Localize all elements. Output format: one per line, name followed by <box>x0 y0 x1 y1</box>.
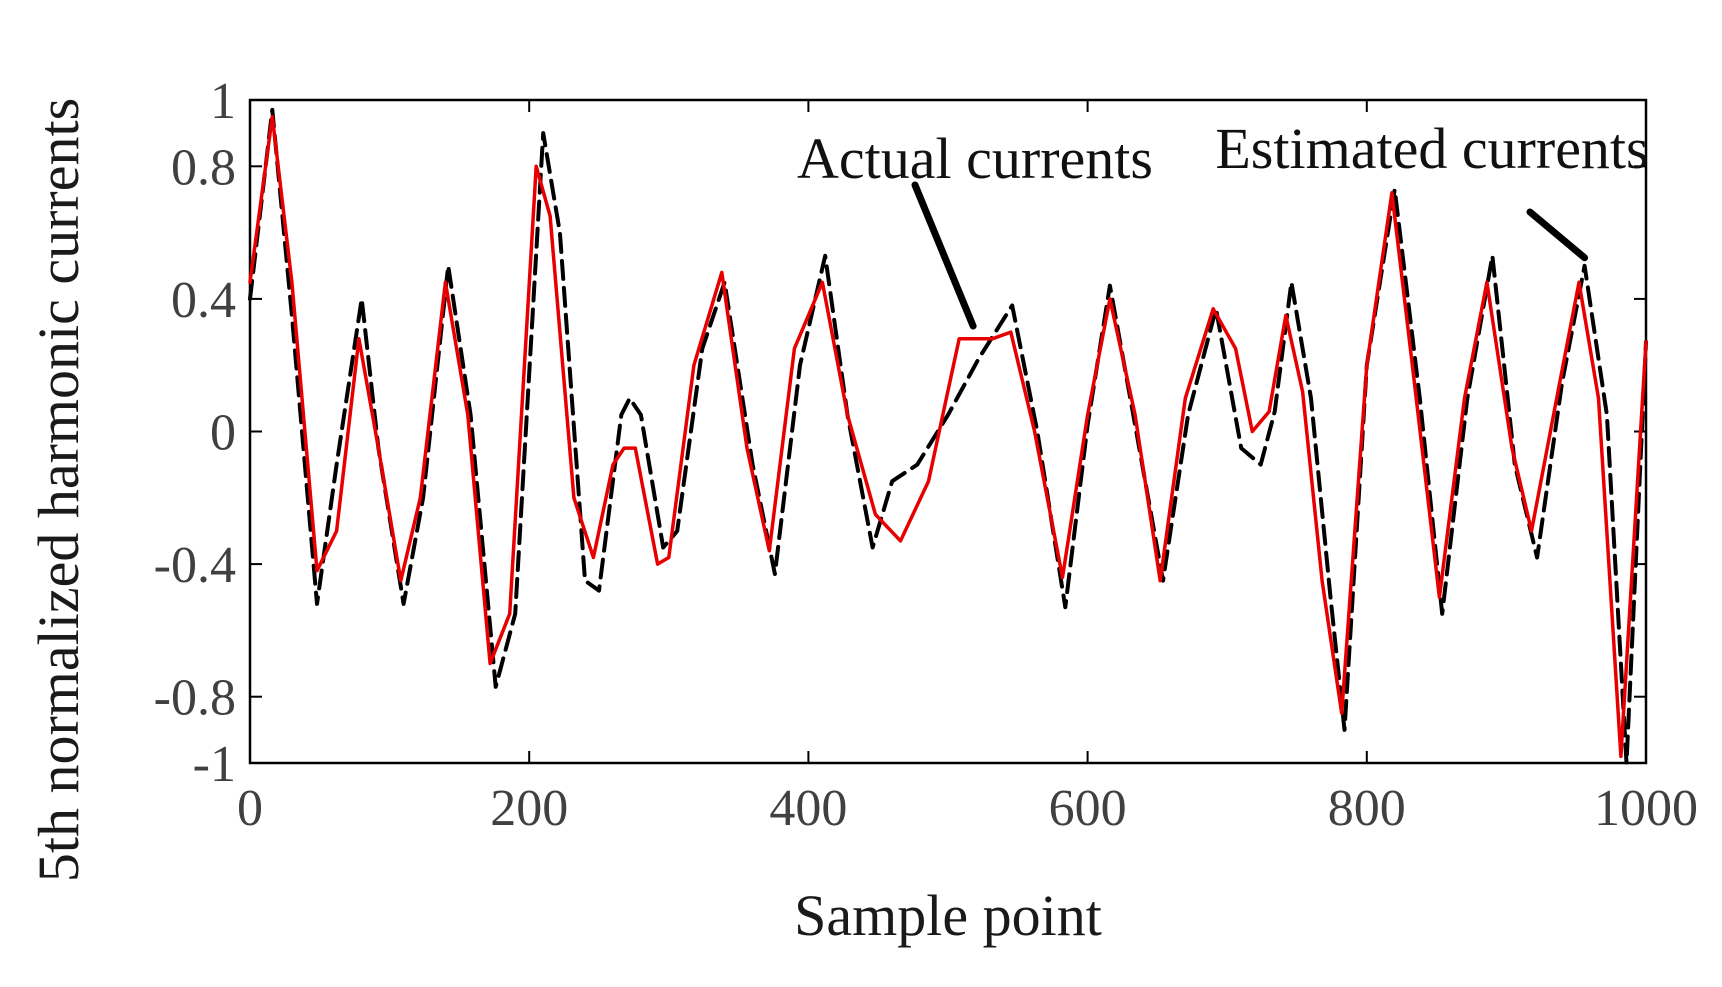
annotation-pointer <box>911 181 977 330</box>
series-line-0 <box>248 114 1648 759</box>
annotation-pointer <box>1526 208 1589 262</box>
x-tick-label: 600 <box>1049 780 1127 837</box>
plot-frame <box>248 98 1648 765</box>
x-tick-label: 0 <box>237 780 263 837</box>
y-tick-label: -1 <box>193 736 236 793</box>
x-tick-label: 800 <box>1328 780 1406 837</box>
x-tick-label: 1000 <box>1594 780 1698 837</box>
y-tick-label: 0.4 <box>171 272 236 329</box>
x-axis-title: Sample point <box>794 883 1102 948</box>
y-axis-title: 5th normalized harmonic currents <box>26 98 91 882</box>
x-tick-label: 400 <box>769 780 847 837</box>
annotation-label: Actual currents <box>797 126 1153 191</box>
y-tick-label: -0.8 <box>154 670 236 727</box>
y-tick-label: 1 <box>210 73 236 130</box>
annotation-layer: Actual currents Estimated currents <box>797 116 1649 330</box>
y-tick-label: -0.4 <box>154 537 236 594</box>
ticks-layer: 0 200 400 600 800 1000 1 0.8 0.4 0 -0.4 -0.8 -1 <box>154 73 1698 837</box>
y-tick-label: 0 <box>210 405 236 462</box>
x-tick-label: 200 <box>490 780 568 837</box>
annotation-label: Estimated currents <box>1215 116 1648 181</box>
series-line-1 <box>248 107 1648 765</box>
series-layer <box>248 107 1648 765</box>
y-tick-label: 0.8 <box>171 139 236 196</box>
